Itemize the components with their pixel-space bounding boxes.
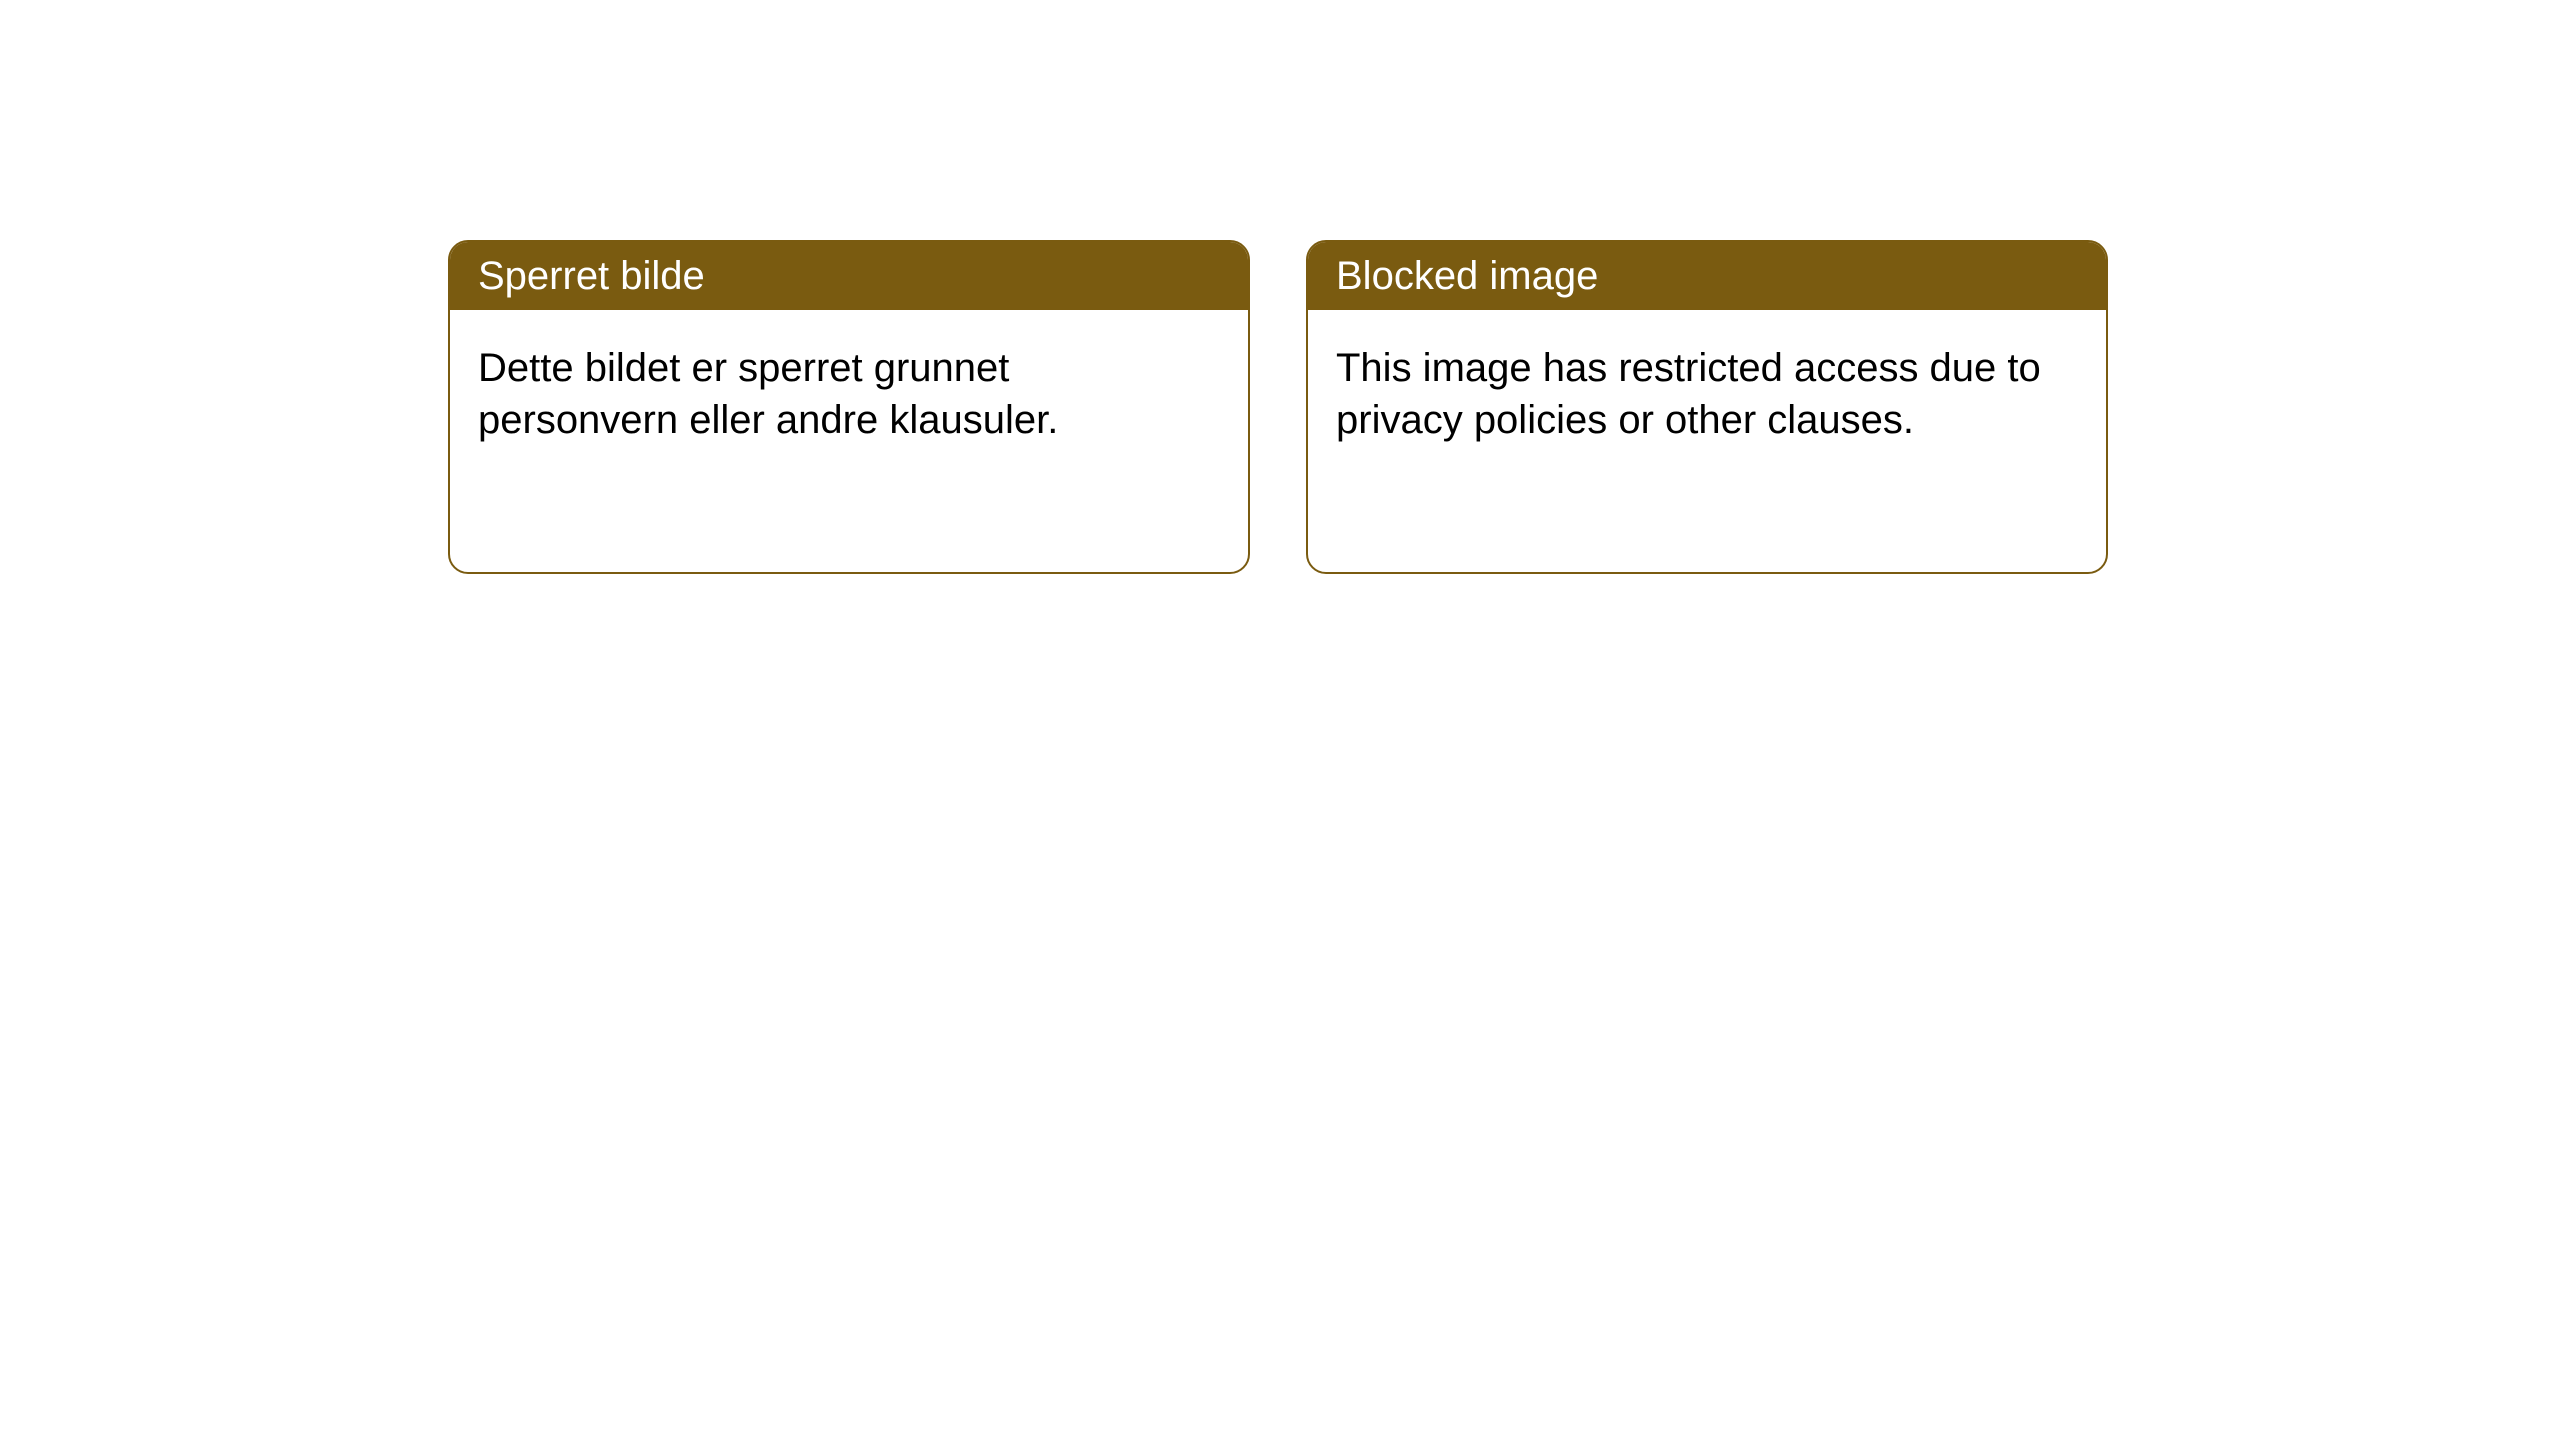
notice-card-title: Sperret bilde [450, 242, 1248, 310]
notice-card-body: This image has restricted access due to … [1308, 310, 2106, 478]
notice-card-title: Blocked image [1308, 242, 2106, 310]
notice-card-norwegian: Sperret bilde Dette bildet er sperret gr… [448, 240, 1250, 574]
notice-card-english: Blocked image This image has restricted … [1306, 240, 2108, 574]
blocked-image-notices: Sperret bilde Dette bildet er sperret gr… [448, 240, 2108, 574]
notice-card-body: Dette bildet er sperret grunnet personve… [450, 310, 1248, 478]
